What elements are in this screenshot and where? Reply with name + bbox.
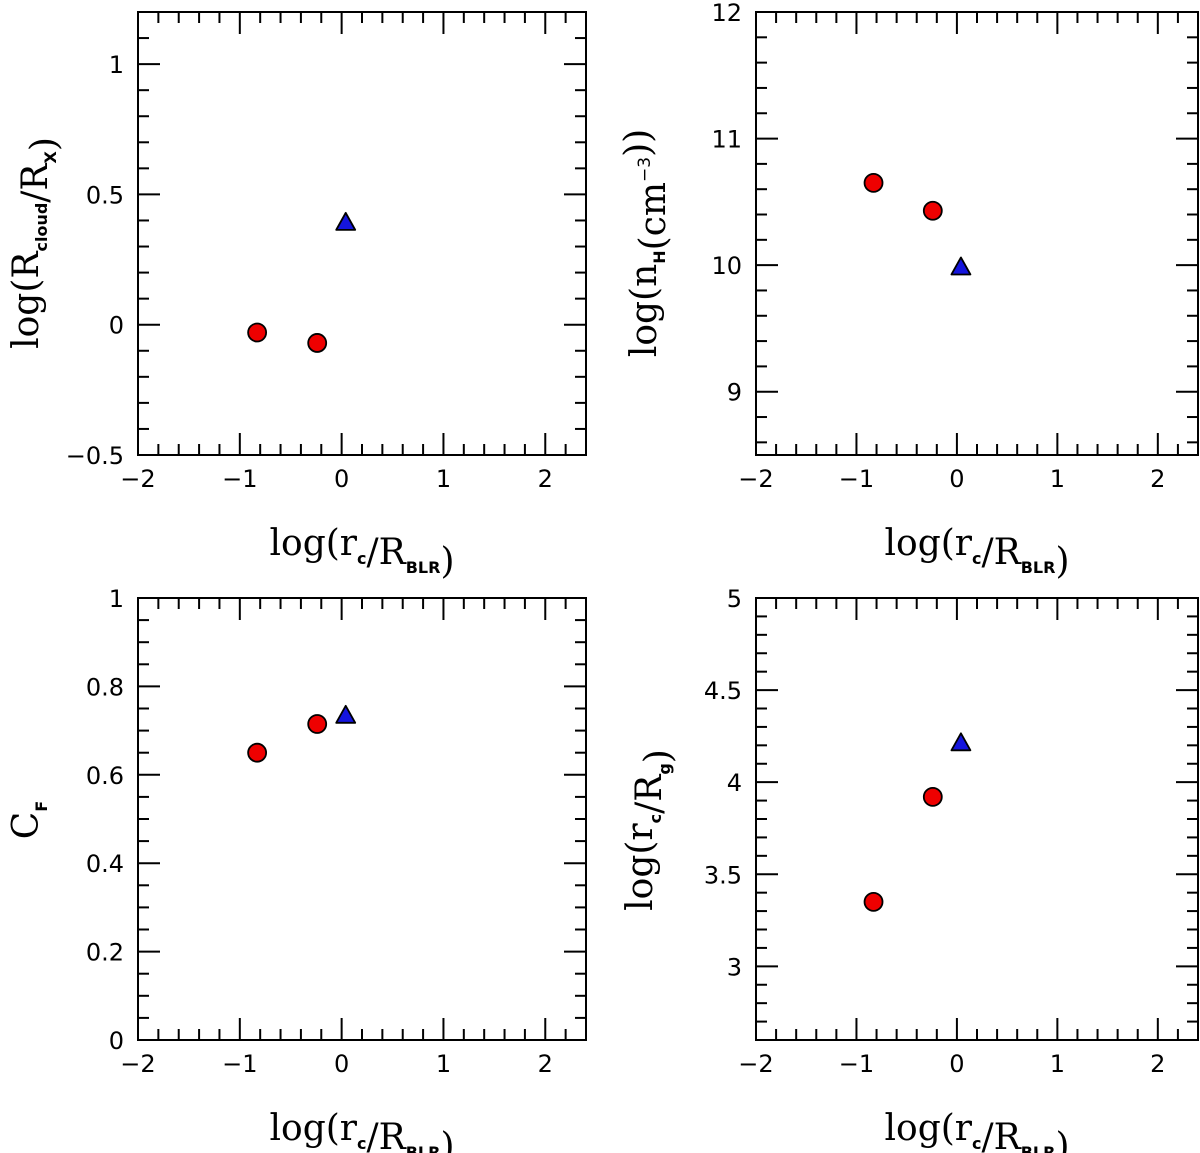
x-tick-label: 2: [1150, 1050, 1165, 1078]
y-axis-label: log(Rcloud/RX): [6, 137, 65, 349]
x-axis-label: log(rc/RBLR): [270, 523, 455, 582]
y-tick-label: 0.8: [86, 673, 124, 701]
x-tick-label: 2: [1150, 465, 1165, 493]
x-tick-label: −2: [120, 1050, 155, 1078]
y-tick-label: 0.6: [86, 762, 124, 790]
data-point-circle: [307, 333, 328, 353]
x-tick-label: −1: [222, 1050, 257, 1078]
y-axis-label: log(rc/Rg): [620, 749, 679, 911]
y-tick-label: 1: [109, 585, 124, 613]
y-tick-label: −0.5: [66, 442, 124, 470]
x-tick-label: 1: [436, 1050, 451, 1078]
y-tick-label: 3: [727, 953, 742, 981]
x-tick-label: 0: [949, 465, 964, 493]
x-tick-label: −2: [738, 1050, 773, 1078]
x-tick-label: −1: [839, 1050, 874, 1078]
data-point-circle: [863, 891, 884, 912]
x-tick-label: 0: [334, 1050, 349, 1078]
y-axis-label: CF: [6, 801, 51, 839]
y-tick-label: 5: [727, 585, 742, 613]
data-point-circle: [863, 172, 884, 193]
x-tick-label: 1: [436, 465, 451, 493]
data-point-circle: [922, 787, 943, 807]
y-tick-label: 4: [727, 769, 742, 797]
plot-frame: [755, 597, 1199, 1041]
y-tick-label: 1: [109, 51, 124, 79]
x-tick-label: −1: [222, 465, 257, 493]
x-tick-label: 2: [538, 1050, 553, 1078]
x-tick-label: −1: [839, 465, 874, 493]
data-point-circle: [922, 200, 943, 221]
data-point-triangle: [335, 211, 357, 231]
data-point-circle: [307, 714, 328, 734]
x-axis-label: log(rc/RBLR): [885, 1108, 1070, 1153]
x-tick-label: −2: [120, 465, 155, 493]
plot-frame: [137, 597, 587, 1041]
x-tick-label: 0: [334, 465, 349, 493]
x-axis-label: log(rc/RBLR): [885, 523, 1070, 582]
y-tick-label: 0: [109, 312, 124, 340]
x-tick-label: −2: [738, 465, 773, 493]
x-tick-label: 1: [1050, 1050, 1065, 1078]
data-point-triangle: [335, 704, 357, 724]
x-tick-label: 2: [538, 465, 553, 493]
y-tick-label: 0: [109, 1027, 124, 1055]
panel-top-left: −2 −1 0 1 2 −0.5 0 0.5 1 log(rc/RBLR) log(Rcloud/R…: [6, 11, 587, 582]
data-point-triangle: [950, 256, 972, 276]
x-tick-label: 1: [1050, 465, 1065, 493]
x-axis-label: log(rc/RBLR): [270, 1108, 455, 1153]
y-axis-label: log(nH(cm−3)): [618, 129, 674, 357]
panel-bottom-left: −2 −1 0 1 2 0 0.2 0.4 0.6 0.8 1 log(rc/RBLR) CF: [6, 585, 587, 1153]
data-point-circle: [247, 322, 268, 343]
plot-frame: [137, 11, 587, 456]
plot-frame: [755, 11, 1199, 456]
y-tick-label: 12: [711, 0, 742, 27]
y-tick-label: 0.2: [86, 939, 124, 967]
y-tick-label: 0.5: [86, 181, 124, 209]
data-point-triangle: [950, 732, 972, 752]
panel-bottom-right: −2 −1 0 1 2 3 3.5 4 4.5 5 log(rc/RBLR) log(rc/Rg): [620, 585, 1199, 1153]
x-tick-label: 0: [949, 1050, 964, 1078]
y-tick-label: 3.5: [704, 861, 742, 889]
data-point-circle: [247, 742, 268, 763]
y-tick-label: 4.5: [704, 677, 742, 705]
y-tick-label: 0.4: [86, 850, 124, 878]
y-tick-label: 9: [727, 379, 742, 407]
y-tick-label: 10: [711, 252, 742, 280]
y-tick-label: 11: [711, 126, 742, 154]
